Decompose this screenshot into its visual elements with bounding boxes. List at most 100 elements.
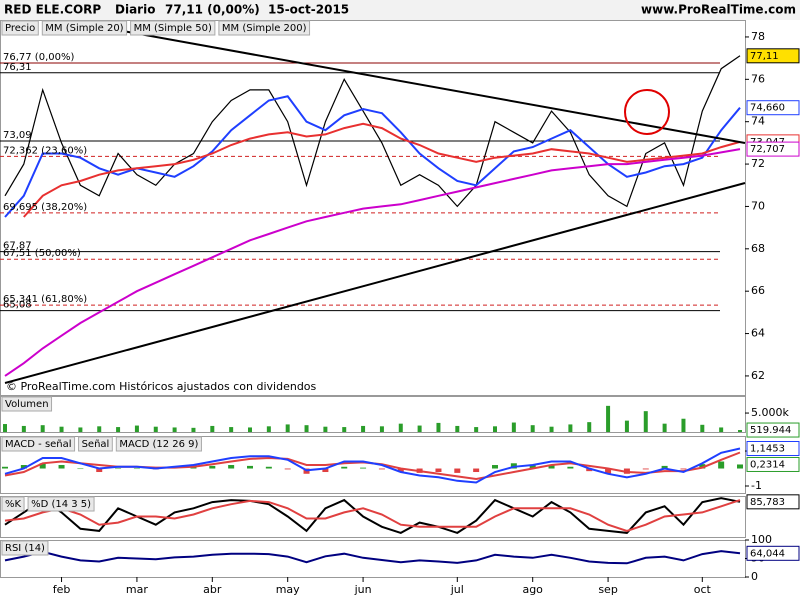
volume-bar xyxy=(323,426,328,432)
last-value-box xyxy=(746,100,800,116)
legend-box xyxy=(1,20,39,36)
last-value-label: 0,2314 xyxy=(750,459,785,470)
legend-box xyxy=(115,436,202,452)
panel-frame xyxy=(0,436,746,494)
volume-bar xyxy=(21,425,26,432)
volume-bar xyxy=(304,425,309,432)
last-value-label: 72,707 xyxy=(750,144,785,155)
histogram-bar xyxy=(20,465,27,469)
histogram-bar xyxy=(718,461,725,469)
last-value-label: 64,044 xyxy=(750,548,785,559)
last-value-box xyxy=(746,48,800,64)
legend-entry: RSI (14) xyxy=(5,543,45,554)
y-tick-label: 5.000k xyxy=(751,406,789,419)
volume-bar xyxy=(172,427,177,432)
histogram-bar xyxy=(2,466,8,469)
volume-bar xyxy=(266,426,271,432)
histogram-bar xyxy=(661,465,668,469)
histogram-bar xyxy=(96,468,103,473)
last-value-box xyxy=(746,545,800,561)
histogram-bar xyxy=(247,465,253,469)
legend-box xyxy=(1,396,53,412)
last-value-box xyxy=(746,440,800,456)
series-line xyxy=(4,499,741,532)
x-tick-label: mar xyxy=(126,583,148,596)
volume-bar xyxy=(587,422,592,432)
trend-line xyxy=(4,182,746,384)
legend-box xyxy=(1,496,25,512)
legend-entry: MM (Simple 200) xyxy=(222,23,307,34)
volume-bar xyxy=(624,420,629,432)
volume-bar xyxy=(210,425,215,432)
histogram-bar xyxy=(473,468,480,473)
legend-box xyxy=(1,436,76,452)
histogram-bar xyxy=(737,464,743,469)
y-tick-label: 68 xyxy=(751,242,765,255)
y-tick-label: 62 xyxy=(751,369,765,382)
volume-bar xyxy=(153,426,158,432)
y-tick-label: 70 xyxy=(751,199,765,212)
level-label: 67,51 (50,00%) xyxy=(3,248,81,259)
volume-bar xyxy=(511,422,516,432)
histogram-bar xyxy=(699,464,706,469)
histogram-bar xyxy=(322,468,329,473)
x-tick-label: jul xyxy=(450,583,464,596)
volume-bar xyxy=(681,418,686,432)
series-line xyxy=(4,447,741,484)
histogram-bar xyxy=(133,468,140,470)
volume-bar xyxy=(398,423,403,432)
level-label: 67,87 xyxy=(3,241,32,252)
y-tick-label: 64 xyxy=(751,327,765,340)
x-tick-label: oct xyxy=(694,583,712,596)
volume-bar xyxy=(342,427,347,432)
histogram-bar xyxy=(435,468,442,473)
histogram-bar xyxy=(228,465,235,469)
volume-bar xyxy=(700,424,705,432)
level-label: 76,77 (0,00%) xyxy=(3,52,74,63)
y-tick-label: 78 xyxy=(751,30,765,43)
volume-bar xyxy=(455,425,460,432)
symbol: RED ELE.CORP xyxy=(4,3,101,17)
date: 15-oct-2015 xyxy=(268,3,349,17)
volume-bar xyxy=(134,425,139,432)
x-tick-label: feb xyxy=(53,583,71,596)
volume-bar xyxy=(530,425,535,432)
volume-bar xyxy=(436,422,441,432)
volume-bar xyxy=(229,427,234,432)
histogram-bar xyxy=(454,468,461,473)
last-value-box xyxy=(746,141,800,157)
last-value-label: 1,1453 xyxy=(750,443,785,454)
header-bar xyxy=(0,0,800,20)
series-line xyxy=(23,122,741,218)
volume-bar xyxy=(662,423,667,432)
drawings xyxy=(4,25,746,384)
legend-entry: %D (14 3 5) xyxy=(31,499,91,510)
volume-bar xyxy=(606,405,611,432)
volume-bar xyxy=(191,427,196,432)
chart-note: © ProRealTime.com Históricos ajustados c… xyxy=(6,380,317,393)
x-tick-label: abr xyxy=(203,583,222,596)
level-label: 69,695 (38,20%) xyxy=(3,202,87,213)
legend-entry: MACD (12 26 9) xyxy=(119,439,198,450)
volume-bar xyxy=(549,426,554,432)
level-label: 76,31 xyxy=(3,62,32,73)
volume-bar xyxy=(568,424,573,432)
last-value-label: 519.944 xyxy=(750,425,791,436)
volume-bar xyxy=(361,425,366,432)
panel-frame xyxy=(0,20,746,396)
series-line xyxy=(4,451,741,481)
histogram-bar xyxy=(115,468,122,470)
legend-entry: MM (Simple 20) xyxy=(45,23,123,34)
histogram-bar xyxy=(39,463,46,469)
series-line xyxy=(4,148,741,377)
volume-bar xyxy=(379,426,384,432)
volume-bar xyxy=(417,425,422,432)
series-line xyxy=(4,55,741,208)
y-tick-label: -1 xyxy=(751,479,762,492)
level-label: 72,362 (23,60%) xyxy=(3,145,87,156)
histogram-bar xyxy=(586,468,593,472)
y-tick-label: 76 xyxy=(751,72,765,85)
legend-entry: %K xyxy=(5,499,22,510)
panel-frame xyxy=(0,396,746,433)
